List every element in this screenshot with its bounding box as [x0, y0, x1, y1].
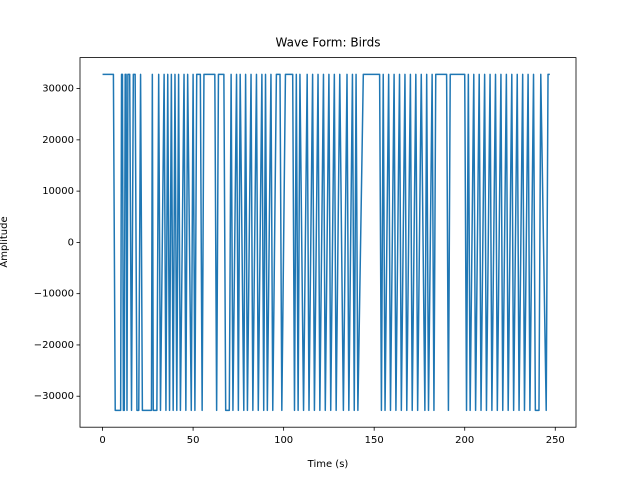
y-tick-label: −10000: [34, 289, 74, 300]
x-tick-label: 150: [365, 435, 384, 446]
x-tick-label: 50: [187, 435, 200, 446]
x-tick-label: 0: [99, 435, 105, 446]
x-tick-label: 250: [546, 435, 565, 446]
x-axis-label: Time (s): [307, 459, 349, 470]
plot-frame: [79, 57, 577, 428]
x-tick-label: 100: [274, 435, 293, 446]
y-tick-label: 10000: [42, 186, 74, 197]
y-tick-label: 30000: [42, 84, 74, 95]
y-tick-label: −30000: [34, 391, 74, 402]
y-axis-label: Amplitude: [0, 216, 10, 267]
chart-title: Wave Form: Birds: [276, 36, 381, 50]
y-tick-label: 0: [68, 237, 74, 248]
y-tick-label: −20000: [34, 340, 74, 351]
wave-line: [102, 73, 550, 412]
x-tick-label: 200: [455, 435, 474, 446]
y-tick-label: 20000: [42, 135, 74, 146]
